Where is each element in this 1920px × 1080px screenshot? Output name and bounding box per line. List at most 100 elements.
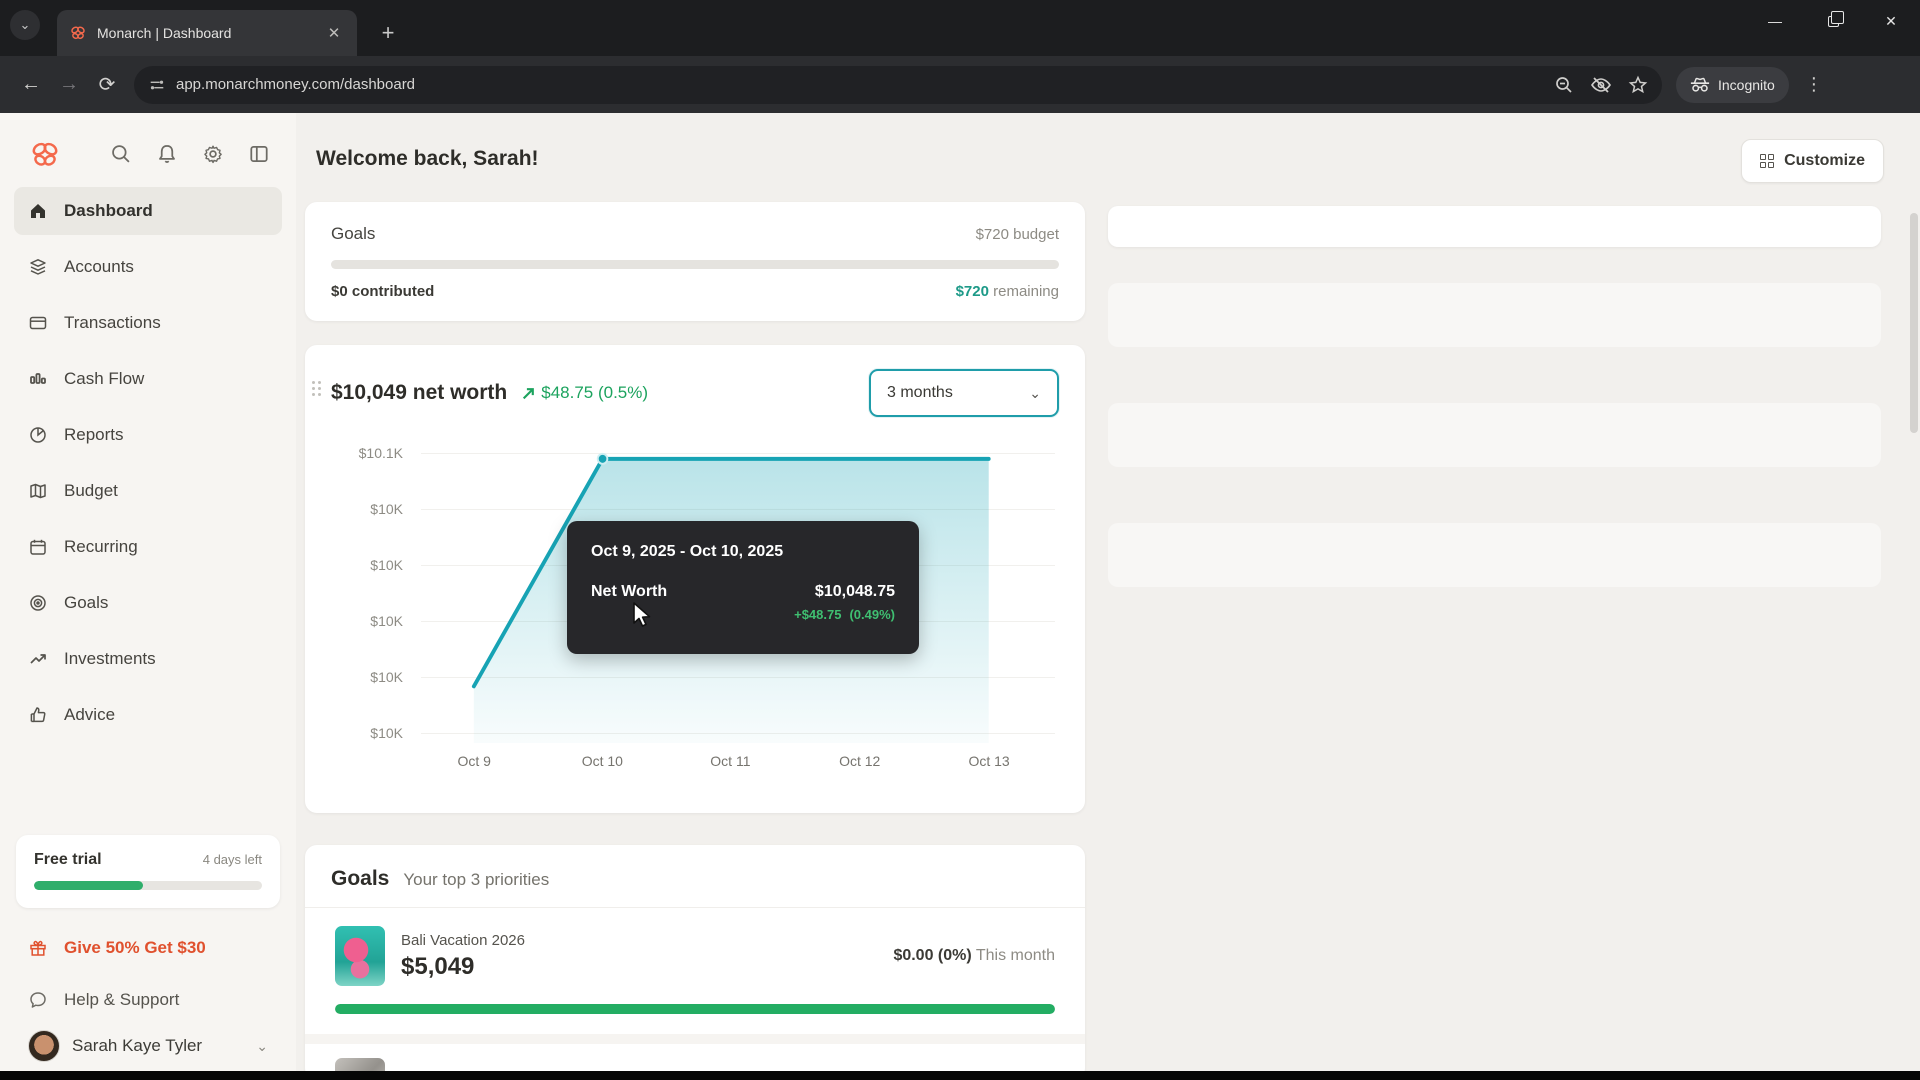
goals-contributed: $0 contributed bbox=[331, 283, 435, 300]
customize-label: Customize bbox=[1784, 152, 1865, 169]
collapse-sidebar-icon[interactable] bbox=[248, 143, 270, 165]
customize-button[interactable]: Customize bbox=[1741, 139, 1884, 183]
sidebar-item-label: Advice bbox=[64, 705, 116, 724]
incognito-badge: Incognito bbox=[1676, 66, 1789, 103]
x-tick-label: Oct 10 bbox=[581, 753, 623, 769]
sidebar-item-label: Budget bbox=[64, 481, 118, 500]
reload-button[interactable]: ⟳ bbox=[98, 74, 116, 96]
back-button[interactable]: ← bbox=[21, 73, 41, 95]
sidebar-item-advice[interactable]: Advice bbox=[14, 691, 282, 739]
net-worth-line bbox=[471, 456, 991, 689]
eye-blocked-icon[interactable] bbox=[1590, 75, 1612, 95]
sidebar-item-label: Cash Flow bbox=[64, 369, 145, 388]
skeleton-row bbox=[1108, 283, 1881, 347]
chart-tooltip: Oct 9, 2025 - Oct 10, 2025 Net Worth $10… bbox=[567, 521, 919, 654]
chat-bubble-icon bbox=[30, 992, 46, 1008]
goals-budget-title: Goals bbox=[331, 224, 376, 243]
new-tab-button[interactable]: + bbox=[381, 20, 395, 45]
page-title: Welcome back, Sarah! bbox=[316, 147, 539, 170]
gridline bbox=[421, 453, 1055, 454]
sidebar-item-label: Transactions bbox=[64, 313, 161, 332]
range-select[interactable]: 3 months ⌄ bbox=[869, 369, 1059, 417]
help-support-link[interactable]: Help & Support bbox=[16, 978, 280, 1022]
forward-button[interactable]: → bbox=[59, 73, 79, 95]
sidebar-header bbox=[14, 113, 282, 187]
search-icon[interactable] bbox=[110, 143, 132, 165]
site-settings-icon[interactable] bbox=[148, 76, 166, 94]
goal-progress-track bbox=[335, 1004, 1055, 1014]
net-worth-card: $10,049 net worth $48.75 (0.5%) 3 months… bbox=[305, 345, 1085, 813]
customize-grid-icon bbox=[1760, 154, 1775, 168]
close-button[interactable]: ✕ bbox=[1885, 12, 1897, 29]
sidebar-item-label: Goals bbox=[64, 593, 109, 612]
range-select-value: 3 months bbox=[887, 384, 953, 401]
goal-month-progress: $0.00 (0%) This month bbox=[893, 947, 1055, 965]
restore-button[interactable] bbox=[1804, 0, 1862, 42]
sidebar-item-label: Recurring bbox=[64, 537, 138, 556]
drag-handle[interactable] bbox=[312, 381, 321, 396]
page-scrollbar[interactable] bbox=[1908, 173, 1918, 1053]
tab-close-icon[interactable]: ✕ bbox=[327, 25, 341, 42]
goals-card-subtitle: Your top 3 priorities bbox=[403, 870, 550, 889]
browser-tab[interactable]: Monarch | Dashboard ✕ bbox=[57, 10, 357, 56]
url-text[interactable]: app.monarchmoney.com/dashboard bbox=[176, 76, 416, 93]
net-worth-peak-marker bbox=[596, 452, 609, 465]
user-name: Sarah Kaye Tyler bbox=[72, 1036, 203, 1055]
user-menu[interactable]: Sarah Kaye Tyler ⌄ bbox=[16, 1022, 280, 1066]
chart-x-axis: Oct 9 Oct 10 Oct 11 Oct 12 Oct 13 bbox=[421, 745, 1055, 771]
goal-row-bali[interactable]: Bali Vacation 2026 $5,049 $0.00 (0%) Thi… bbox=[305, 908, 1085, 1034]
sidebar-item-label: Investments bbox=[64, 649, 156, 668]
net-worth-change: $48.75 (0.5%) bbox=[521, 383, 648, 403]
sidebar-item-investments[interactable]: Investments bbox=[14, 635, 282, 683]
help-support-label: Help & Support bbox=[64, 990, 180, 1009]
map-icon bbox=[30, 483, 46, 499]
gift-icon bbox=[30, 940, 46, 956]
y-tick-label: $10.1K bbox=[358, 445, 403, 461]
layers-icon bbox=[30, 259, 46, 275]
referral-link[interactable]: Give 50% Get $30 bbox=[16, 926, 280, 970]
credit-card-icon bbox=[29, 316, 47, 330]
address-bar[interactable]: app.monarchmoney.com/dashboard bbox=[134, 65, 1662, 104]
minimize-button[interactable]: — bbox=[1768, 13, 1782, 29]
sidebar-footer: Free trial 4 days left Give 50% Get $30 … bbox=[14, 835, 282, 1080]
sidebar-item-accounts[interactable]: Accounts bbox=[14, 243, 282, 291]
incognito-label: Incognito bbox=[1718, 76, 1775, 93]
bookmark-star-icon[interactable] bbox=[1628, 75, 1648, 95]
goal-month-value: $0.00 (0%) bbox=[893, 947, 972, 964]
tooltip-change: +$48.75 (0.49%) bbox=[591, 607, 895, 622]
sidebar-item-recurring[interactable]: Recurring bbox=[14, 523, 282, 571]
sidebar-item-reports[interactable]: Reports bbox=[14, 411, 282, 459]
goal-thumbnail bbox=[335, 926, 385, 986]
sidebar-item-cash-flow[interactable]: Cash Flow bbox=[14, 355, 282, 403]
monarch-logo-icon[interactable] bbox=[28, 139, 62, 169]
goals-budget-progress-track bbox=[331, 260, 1059, 269]
notifications-bell-icon[interactable] bbox=[156, 143, 178, 165]
tab-search-button[interactable]: ⌄ bbox=[10, 10, 40, 40]
goals-priorities-card: Goals Your top 3 priorities Bali Vacatio… bbox=[305, 845, 1085, 1080]
goals-remaining-value: $720 bbox=[955, 283, 989, 300]
zoom-icon[interactable] bbox=[1554, 75, 1574, 95]
target-icon bbox=[30, 595, 46, 611]
pie-chart-icon bbox=[30, 427, 46, 443]
goals-card-title: Goals bbox=[331, 867, 390, 890]
sidebar-item-label: Reports bbox=[64, 425, 124, 444]
free-trial-days-left: 4 days left bbox=[202, 852, 262, 867]
y-tick-label: $10K bbox=[370, 613, 403, 629]
tooltip-series-label: Net Worth bbox=[591, 583, 668, 600]
net-worth-change-text: $48.75 (0.5%) bbox=[541, 383, 649, 402]
sidebar-item-goals[interactable]: Goals bbox=[14, 579, 282, 627]
thumbs-up-icon bbox=[30, 707, 46, 723]
sidebar-item-transactions[interactable]: Transactions bbox=[14, 299, 282, 347]
goal-name: Bali Vacation 2026 bbox=[401, 931, 525, 949]
sidebar-item-dashboard[interactable]: Dashboard bbox=[14, 187, 282, 235]
app-window: Dashboard Accounts Transactions Cash Flo… bbox=[0, 113, 1920, 1080]
sidebar-item-budget[interactable]: Budget bbox=[14, 467, 282, 515]
y-tick-label: $10K bbox=[370, 501, 403, 517]
scrollbar-thumb[interactable] bbox=[1910, 213, 1918, 433]
tab-strip: ⌄ Monarch | Dashboard ✕ + — ✕ bbox=[0, 0, 1920, 56]
browser-menu-icon[interactable]: ⋮ bbox=[1804, 74, 1823, 94]
settings-gear-icon[interactable] bbox=[202, 143, 224, 165]
x-tick-label: Oct 9 bbox=[457, 753, 491, 769]
trending-up-icon bbox=[30, 654, 46, 664]
restore-icon bbox=[1827, 10, 1844, 27]
